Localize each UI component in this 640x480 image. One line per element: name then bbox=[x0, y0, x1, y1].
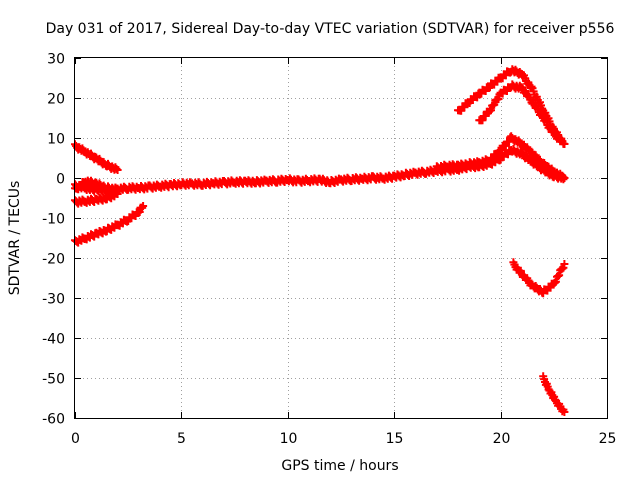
data-point bbox=[555, 271, 564, 280]
series-late-arc bbox=[509, 258, 569, 298]
y-tick-label: 20 bbox=[47, 92, 65, 108]
series-start-mid bbox=[71, 189, 122, 208]
y-tick-label: -10 bbox=[42, 212, 65, 228]
data-point bbox=[560, 260, 569, 268]
grid bbox=[75, 58, 607, 418]
y-tick-label: -50 bbox=[42, 372, 65, 388]
data-point bbox=[112, 164, 121, 173]
x-tick-label: 10 bbox=[280, 431, 298, 447]
data-point bbox=[113, 166, 122, 174]
x-tick-label: 15 bbox=[386, 431, 404, 447]
data-point bbox=[551, 277, 560, 286]
x-tick-label: 5 bbox=[177, 431, 186, 447]
series-start-low bbox=[71, 176, 122, 195]
series-late-mid bbox=[475, 80, 569, 148]
y-tick-label: -20 bbox=[42, 252, 65, 268]
y-tick-label: 30 bbox=[47, 52, 65, 68]
y-axis-title: SDTVAR / TECUs bbox=[7, 181, 23, 296]
data-points bbox=[71, 65, 569, 416]
y-tick-label: -60 bbox=[42, 412, 65, 428]
x-axis-title: GPS time / hours bbox=[281, 458, 398, 474]
y-tick-label: 0 bbox=[56, 172, 65, 188]
data-point bbox=[113, 190, 122, 198]
data-point bbox=[478, 116, 487, 125]
chart-title: Day 031 of 2017, Sidereal Day-to-day VTE… bbox=[46, 21, 615, 37]
data-point bbox=[139, 202, 148, 210]
series-start-ramp bbox=[71, 202, 148, 247]
series-late-drop bbox=[539, 372, 569, 416]
plot-frame bbox=[74, 57, 608, 419]
data-point bbox=[481, 112, 490, 120]
x-tick-label: 0 bbox=[71, 431, 80, 447]
y-tick-label: 10 bbox=[47, 132, 65, 148]
y-tick-label: -30 bbox=[42, 292, 65, 308]
series-secondary-band bbox=[432, 132, 569, 184]
data-point bbox=[490, 100, 499, 109]
data-point bbox=[516, 266, 525, 275]
data-point bbox=[487, 106, 495, 115]
data-point bbox=[560, 174, 569, 182]
data-point bbox=[473, 93, 482, 102]
x-tick-label: 25 bbox=[599, 431, 617, 447]
x-tick-label: 20 bbox=[493, 431, 511, 447]
ticks: 0 5 10 15 20 25 30 20 10 0 -10 -20 -30 -40 -50 -60 bbox=[42, 52, 616, 448]
y-tick-label: -40 bbox=[42, 332, 65, 348]
series-start-high bbox=[71, 140, 122, 174]
data-point bbox=[560, 408, 569, 416]
data-point bbox=[560, 140, 569, 148]
data-point bbox=[501, 141, 510, 150]
